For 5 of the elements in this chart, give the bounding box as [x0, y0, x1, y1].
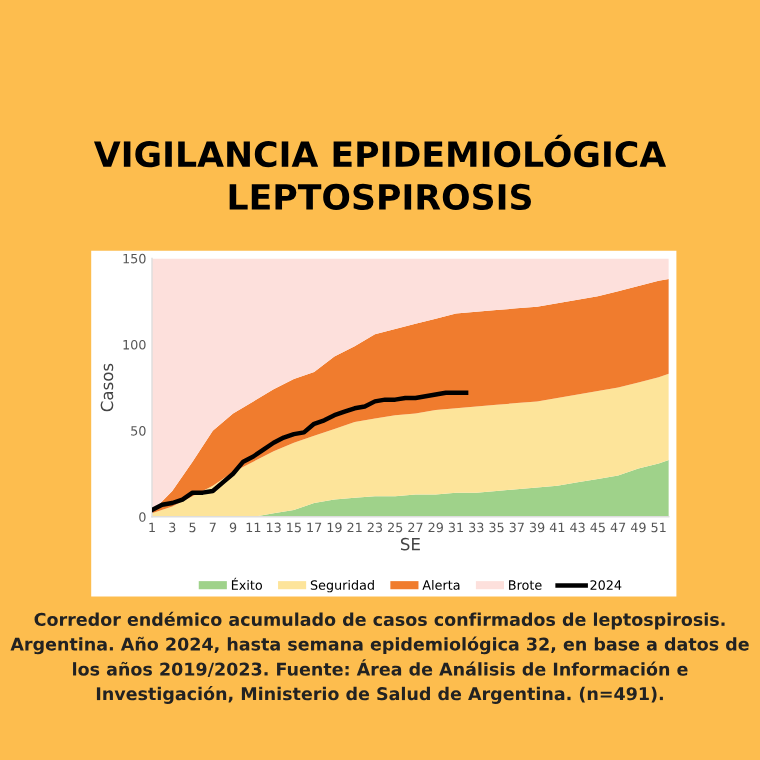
- line-series: [152, 390, 469, 513]
- chart-title: VIGILANCIA EPIDEMIOLÓGICA LEPTOSPIROSIS: [93, 134, 667, 211]
- x-axis-title: SE: [400, 537, 420, 551]
- y-axis-title: Casos: [100, 363, 114, 412]
- text: Corredor endémico acumulado de casos confirmados de leptospirosis. Argentina. Año 2024, hasta semana epidemiológica 32, en base a datos de los años 2019/2023. Fuente: Área de Análisis de Información e Investigación, Ministerio de Salud de Argentina. (n=491).: [10, 611, 749, 704]
